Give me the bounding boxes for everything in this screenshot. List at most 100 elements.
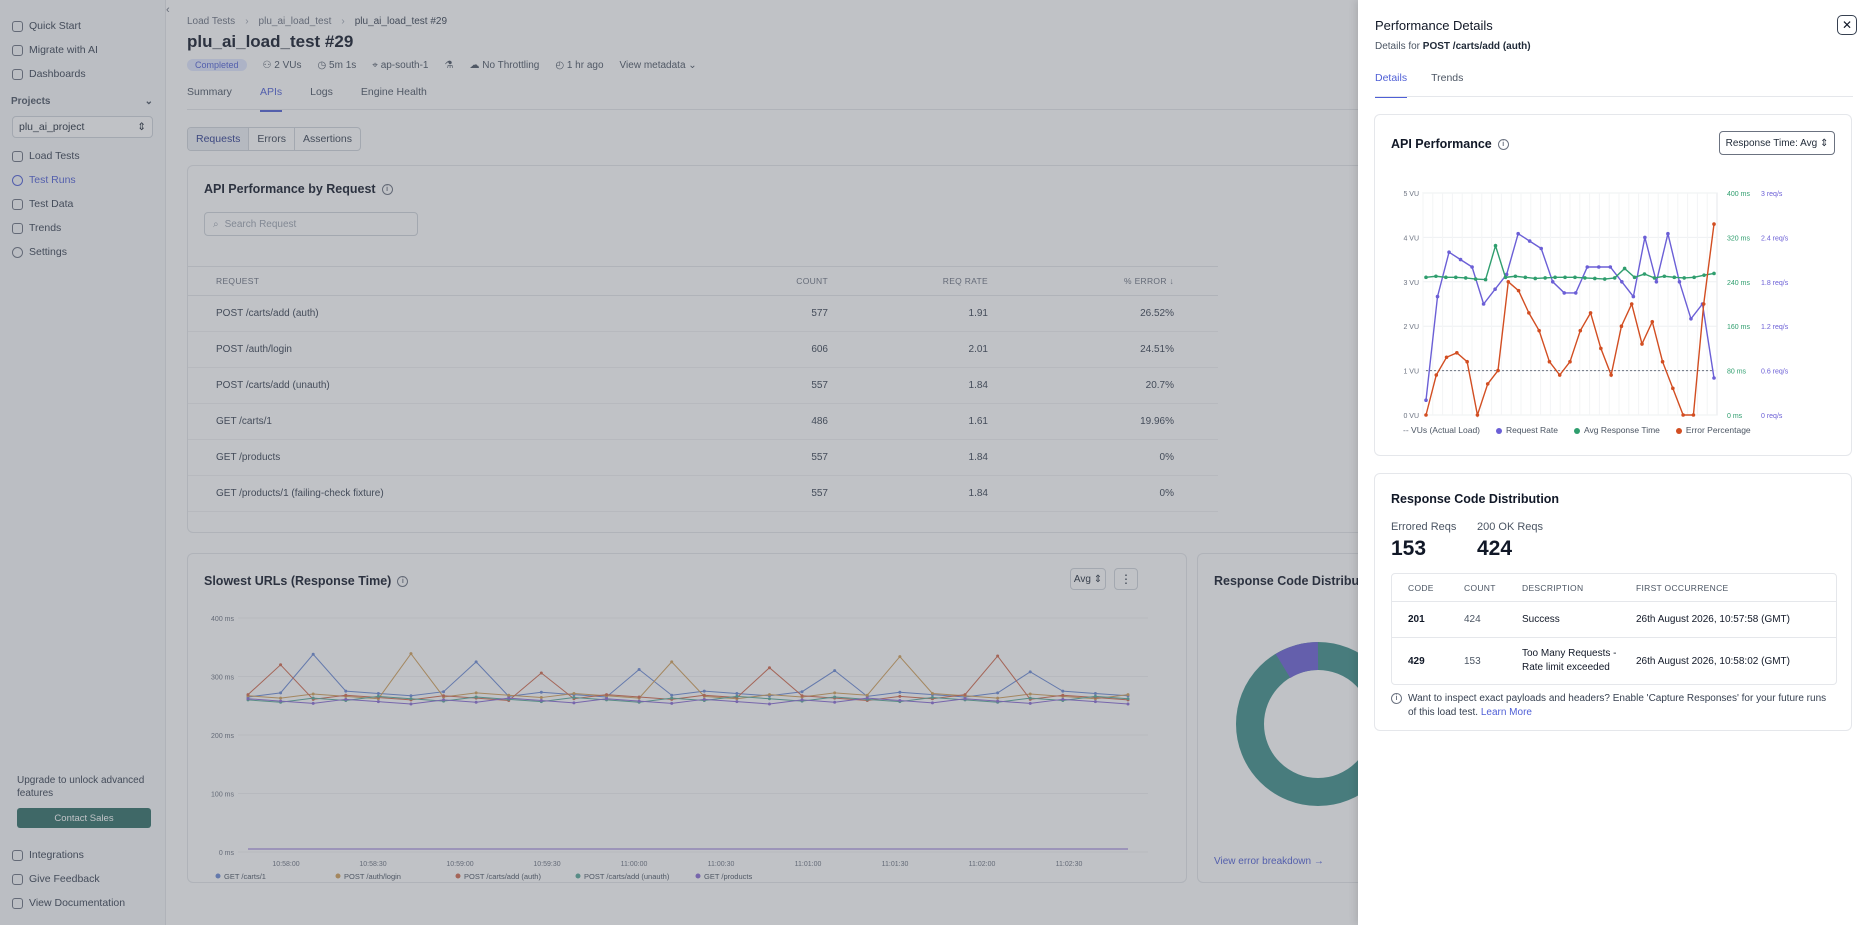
series-point-rps bbox=[1458, 257, 1463, 262]
close-button[interactable]: ✕ bbox=[1837, 15, 1857, 35]
sidebar-item-dashboards[interactable]: Dashboards bbox=[0, 62, 165, 86]
legend-vus[interactable]: -- VUs (Actual Load) bbox=[1403, 425, 1481, 435]
tab-details[interactable]: Details bbox=[1375, 72, 1408, 98]
legend-dot bbox=[575, 873, 581, 879]
api-performance-chart-card: API Performance i Response Time: Avg ⇕ 0… bbox=[1374, 114, 1852, 456]
series-point-pct bbox=[1640, 342, 1644, 346]
series-point-pct bbox=[1465, 359, 1469, 364]
col-count[interactable]: COUNT bbox=[796, 276, 828, 286]
sidebar-item-settings[interactable]: Settings bbox=[0, 240, 165, 264]
col-error[interactable]: % ERROR ↓ bbox=[1124, 276, 1174, 286]
subtab-assertions[interactable]: Assertions bbox=[302, 133, 352, 145]
series-point bbox=[865, 696, 869, 700]
more-options-button[interactable]: ⋮ bbox=[1114, 568, 1138, 590]
chevron-right-icon: › bbox=[341, 16, 345, 27]
legend-request-rate[interactable]: Request Rate bbox=[1496, 425, 1558, 435]
learn-more-link[interactable]: Learn More bbox=[1480, 707, 1532, 718]
tab-trends[interactable]: Trends bbox=[1431, 72, 1464, 84]
aggregation-select[interactable]: Avg ⇕ bbox=[1070, 568, 1106, 590]
metric-select[interactable]: Response Time: Avg ⇕ bbox=[1719, 131, 1835, 155]
project-select[interactable]: plu_ai_project ⇕ bbox=[12, 116, 153, 138]
sidebar-item-test-runs[interactable]: Test Runs bbox=[0, 168, 165, 192]
tab-summary[interactable]: Summary bbox=[187, 86, 232, 98]
x-tick: 11:02:00 bbox=[969, 861, 996, 868]
view-error-breakdown-link[interactable]: View error breakdown → bbox=[1214, 856, 1324, 867]
series-point-rps bbox=[1677, 280, 1682, 284]
series-point-rps bbox=[1643, 235, 1647, 240]
col-request[interactable]: REQUEST bbox=[216, 276, 260, 286]
series-point-rps bbox=[1597, 265, 1601, 269]
series-point bbox=[702, 689, 706, 693]
legend-response-time[interactable]: Avg Response Time bbox=[1574, 425, 1660, 435]
subtab-errors[interactable]: Errors bbox=[249, 128, 295, 150]
series-point bbox=[311, 652, 315, 656]
series-point bbox=[930, 696, 934, 700]
series-line-rps bbox=[1425, 232, 1715, 401]
info-icon[interactable]: i bbox=[381, 183, 393, 195]
tab-engine-health[interactable]: Engine Health bbox=[360, 86, 427, 98]
series-point bbox=[474, 695, 478, 699]
series-point bbox=[996, 691, 1000, 695]
tab-logs[interactable]: Logs bbox=[310, 86, 333, 98]
series-point-pct bbox=[1650, 319, 1655, 324]
gear-icon bbox=[12, 246, 23, 258]
table-row[interactable]: POST /auth/login 606 2.01 24.51% bbox=[188, 332, 1218, 368]
series-point bbox=[637, 695, 641, 699]
collapse-sidebar-icon[interactable]: ‹ bbox=[166, 4, 170, 16]
view-metadata-button[interactable]: View metadata ⌄ bbox=[619, 59, 697, 71]
y-right-rps-tick: 0.6 req/s bbox=[1761, 369, 1789, 376]
tab-apis[interactable]: APIs bbox=[259, 86, 283, 112]
card-title: Response Code Distribution bbox=[1214, 574, 1383, 588]
sidebar-item-trends[interactable]: Trends bbox=[0, 216, 165, 240]
sidebar-item-migrate[interactable]: Migrate with AI bbox=[0, 38, 165, 62]
series-point-ms bbox=[1533, 276, 1538, 281]
series-point bbox=[507, 693, 511, 697]
series-point bbox=[605, 697, 609, 701]
series-point bbox=[409, 694, 413, 698]
series-point bbox=[279, 691, 283, 695]
series-point bbox=[572, 691, 576, 695]
info-icon[interactable]: i bbox=[397, 575, 409, 587]
series-point-pct bbox=[1475, 413, 1480, 417]
series-point-ms bbox=[1612, 276, 1617, 280]
sidebar-item-load-tests[interactable]: Load Tests bbox=[0, 144, 165, 168]
sidebar-item-test-data[interactable]: Test Data bbox=[0, 192, 165, 216]
series-point-ms bbox=[1602, 277, 1607, 281]
sidebar-item-quick-start[interactable]: Quick Start bbox=[0, 14, 165, 38]
table-row[interactable]: GET /carts/1 486 1.61 19.96% bbox=[188, 404, 1218, 440]
legend-dot bbox=[335, 873, 341, 879]
projects-section[interactable]: Projects ⌄ bbox=[11, 95, 153, 107]
y-right-rps-tick: 1.2 req/s bbox=[1761, 324, 1789, 331]
table-row[interactable]: POST /carts/add (unauth) 557 1.84 20.7% bbox=[188, 368, 1218, 404]
subtab-requests[interactable]: Requests bbox=[188, 128, 250, 150]
series-point bbox=[1028, 696, 1032, 700]
legend-label: GET /carts/1 bbox=[224, 872, 266, 881]
legend-error-percentage[interactable]: Error Percentage bbox=[1675, 425, 1751, 435]
info-icon[interactable]: i bbox=[1497, 138, 1509, 150]
col-rate[interactable]: REQ RATE bbox=[942, 276, 988, 286]
breadcrumb-load-tests[interactable]: Load Tests bbox=[187, 16, 236, 27]
series-point bbox=[637, 667, 641, 671]
series-point bbox=[1093, 694, 1097, 698]
y-right-ms-tick: 400 ms bbox=[1727, 191, 1750, 198]
table-row[interactable]: GET /products/1 (failing-check fixture) 5… bbox=[188, 476, 1218, 512]
series-point bbox=[344, 697, 348, 701]
run-meta: Completed ⚇ 2 VUs ◷ 5m 1s ⌖ ap-south-1 ⚗… bbox=[187, 59, 697, 71]
series-point-pct bbox=[1424, 413, 1428, 417]
sidebar-item-feedback[interactable]: Give Feedback bbox=[0, 867, 166, 891]
series-point bbox=[1028, 692, 1032, 696]
table-row[interactable]: GET /products 557 1.84 0% bbox=[188, 440, 1218, 476]
series-point-ms bbox=[1513, 274, 1518, 279]
donut-segment-error bbox=[1275, 642, 1319, 679]
contact-sales-button[interactable]: Contact Sales bbox=[17, 808, 151, 828]
modal-overlay[interactable] bbox=[0, 0, 1358, 925]
search-input[interactable]: ⌕ Search Request bbox=[204, 212, 418, 236]
breadcrumb-load-test[interactable]: plu_ai_load_test bbox=[258, 16, 332, 27]
table-row[interactable]: POST /carts/add (auth) 577 1.91 26.52% bbox=[188, 296, 1218, 332]
series-point-pct bbox=[1712, 222, 1716, 226]
series-point bbox=[833, 700, 837, 704]
sidebar-item-integrations[interactable]: Integrations bbox=[0, 843, 166, 867]
series-point-ms bbox=[1523, 275, 1528, 280]
series-point bbox=[996, 696, 1000, 700]
sidebar-item-documentation[interactable]: View Documentation bbox=[0, 891, 166, 915]
